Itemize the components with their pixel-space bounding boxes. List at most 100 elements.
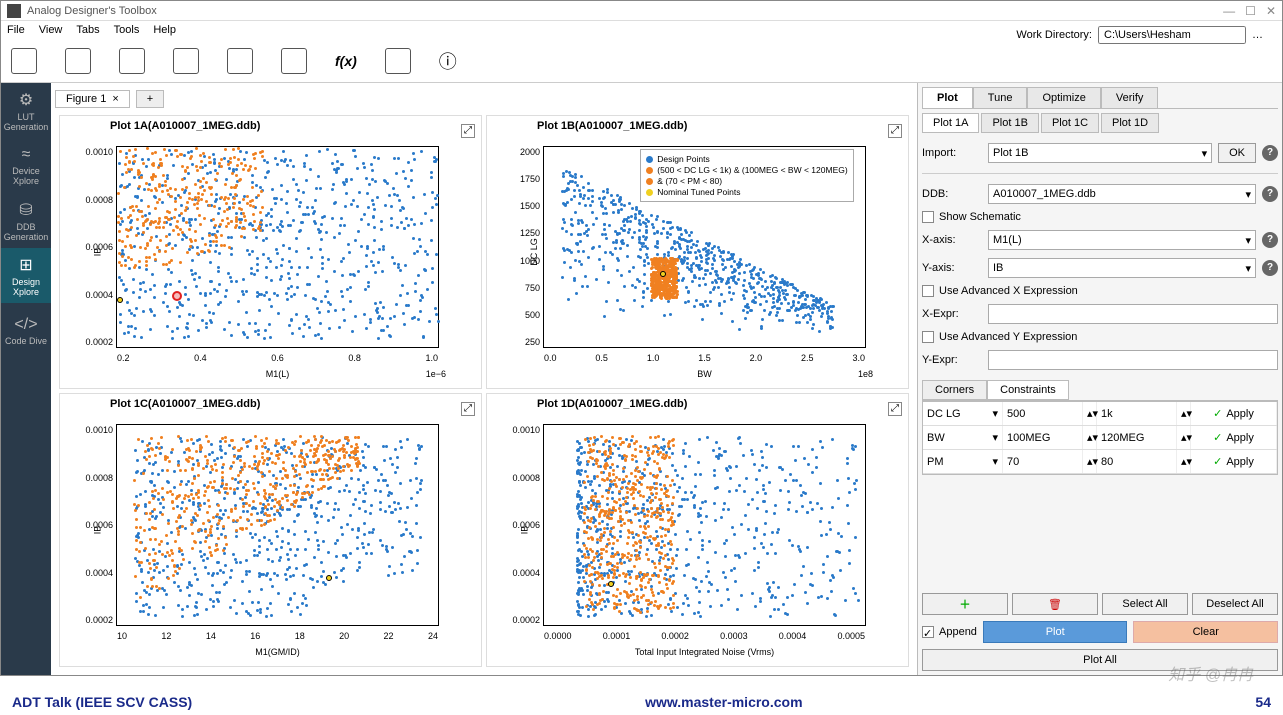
maximize-icon[interactable]: ☐	[1245, 4, 1256, 18]
rail-design-xplore[interactable]: ⊞Design Xplore	[1, 248, 51, 303]
ddb-label: DDB:	[922, 188, 982, 200]
select-all-button[interactable]: Select All	[1102, 593, 1188, 615]
help-icon[interactable]: ⓘ	[439, 48, 457, 74]
workdir-field: Work Directory: …	[1016, 26, 1263, 44]
constraint-row: PM▾▴▾▴▾✓Apply	[923, 450, 1277, 474]
yexpr-input[interactable]	[988, 350, 1278, 370]
constraint-hi-input[interactable]	[1101, 456, 1172, 468]
yaxis-label: Y-axis:	[922, 262, 982, 274]
menu-help[interactable]: Help	[153, 24, 176, 36]
deselect-all-button[interactable]: Deselect All	[1192, 593, 1278, 615]
yaxis-select[interactable]: IB▾	[988, 258, 1256, 278]
import-label: Import:	[922, 147, 982, 159]
chevron-down-icon: ▾	[1245, 188, 1251, 201]
tab-plot[interactable]: Plot	[922, 87, 973, 108]
tool-icon-6[interactable]	[281, 48, 307, 74]
plot-1c: Plot 1C(A010007_1MEG.ddb) ⤢ IB M1(GM/ID)…	[59, 393, 482, 667]
titlebar: Analog Designer's Toolbox — ☐ ✕	[1, 1, 1282, 21]
constraint-lo-input[interactable]	[1007, 456, 1078, 468]
help-icon[interactable]: ?	[1262, 232, 1278, 248]
tool-icon-5[interactable]	[227, 48, 253, 74]
xexpr-input[interactable]	[988, 304, 1278, 324]
adv-y-checkbox[interactable]	[922, 331, 934, 343]
delete-constraint-button[interactable]: 🗑	[1012, 593, 1098, 615]
append-checkbox[interactable]: ✓	[922, 626, 934, 638]
fx-icon[interactable]: f(x)	[335, 53, 357, 69]
constraint-lo-input[interactable]	[1007, 408, 1078, 420]
constraint-hi-input[interactable]	[1101, 432, 1172, 444]
database-icon: ⛁	[19, 200, 32, 220]
minimize-icon[interactable]: —	[1223, 4, 1235, 18]
workdir-browse-icon[interactable]: …	[1252, 29, 1263, 41]
plot-1b-title: Plot 1B(A010007_1MEG.ddb)	[487, 116, 908, 132]
import-select[interactable]: Plot 1B▾	[988, 143, 1212, 163]
app-icon	[7, 4, 21, 18]
adv-x-checkbox[interactable]	[922, 285, 934, 297]
subtab-1d[interactable]: Plot 1D	[1101, 113, 1159, 133]
add-tab-button[interactable]: +	[136, 90, 164, 108]
tab-optimize[interactable]: Optimize	[1027, 87, 1100, 108]
rail-ddb-generation[interactable]: ⛁DDB Generation	[1, 193, 51, 248]
constraint-lo-input[interactable]	[1007, 432, 1078, 444]
toolbar: f(x) ⓘ	[1, 39, 1282, 83]
plot-1a-title: Plot 1A(A010007_1MEG.ddb)	[60, 116, 481, 132]
tool-icon-4[interactable]	[173, 48, 199, 74]
subtab-1b[interactable]: Plot 1B	[981, 113, 1038, 133]
constraint-row: BW▾▴▾▴▾✓Apply	[923, 426, 1277, 450]
menubar: File View Tabs Tools Help Work Directory…	[1, 21, 1282, 39]
menu-tabs[interactable]: Tabs	[76, 24, 99, 36]
close-icon[interactable]: ✕	[1266, 4, 1276, 18]
rail-device-xplore[interactable]: ≈Device Xplore	[1, 138, 51, 193]
help-icon[interactable]: ?	[1262, 145, 1278, 161]
constraint-row: DC LG▾▴▾▴▾✓Apply	[923, 402, 1277, 426]
show-schematic-checkbox[interactable]	[922, 211, 934, 223]
expand-icon[interactable]: ⤢	[888, 402, 902, 416]
chevron-down-icon: ▾	[1245, 234, 1251, 247]
tab-corners[interactable]: Corners	[922, 380, 987, 400]
tool-icon-7[interactable]	[385, 48, 411, 74]
footer-left: ADT Talk (IEEE SCV CASS)	[12, 694, 192, 710]
figure-tab-1[interactable]: Figure 1 ×	[55, 90, 130, 108]
expand-icon[interactable]: ⤢	[461, 124, 475, 138]
menu-view[interactable]: View	[39, 24, 63, 36]
tab-tune[interactable]: Tune	[973, 87, 1028, 108]
app-window: Analog Designer's Toolbox — ☐ ✕ File Vie…	[0, 0, 1283, 676]
left-rail: ⚙LUT Generation ≈Device Xplore ⛁DDB Gene…	[1, 83, 51, 675]
clear-button[interactable]: Clear	[1133, 621, 1278, 643]
subtab-1c[interactable]: Plot 1C	[1041, 113, 1099, 133]
xaxis-select[interactable]: M1(L)▾	[988, 230, 1256, 250]
watermark: 知乎 @冉冉	[1168, 661, 1253, 685]
ddb-select[interactable]: A010007_1MEG.ddb▾	[988, 184, 1256, 204]
center-area: Design Space and Constraints Figure 1 × …	[51, 83, 917, 675]
plot-1a: Plot 1A(A010007_1MEG.ddb) ⤢ IB M1(L) 1e−…	[59, 115, 482, 389]
tool-icon-3[interactable]	[119, 48, 145, 74]
plot-1c-title: Plot 1C(A010007_1MEG.ddb)	[60, 394, 481, 410]
add-constraint-button[interactable]: ＋	[922, 593, 1008, 615]
plot-1d: Plot 1D(A010007_1MEG.ddb) ⤢ IB Total Inp…	[486, 393, 909, 667]
right-panel: Plot Tune Optimize Verify Plot 1A Plot 1…	[917, 83, 1282, 675]
menu-file[interactable]: File	[7, 24, 25, 36]
workdir-input[interactable]	[1098, 26, 1246, 44]
window-title: Analog Designer's Toolbox	[27, 5, 157, 17]
menu-tools[interactable]: Tools	[114, 24, 140, 36]
constraint-hi-input[interactable]	[1101, 408, 1172, 420]
rail-code-dive[interactable]: </>Code Dive	[1, 303, 51, 358]
xaxis-label: X-axis:	[922, 234, 982, 246]
tab-constraints[interactable]: Constraints	[987, 380, 1069, 400]
tool-icon-2[interactable]	[65, 48, 91, 74]
tool-icon-1[interactable]	[11, 48, 37, 74]
expand-icon[interactable]: ⤢	[888, 124, 902, 138]
plot-button[interactable]: Plot	[983, 621, 1128, 643]
tab-verify[interactable]: Verify	[1101, 87, 1159, 108]
subtab-1a[interactable]: Plot 1A	[922, 113, 979, 133]
rail-lut-generation[interactable]: ⚙LUT Generation	[1, 83, 51, 138]
help-icon[interactable]: ?	[1262, 186, 1278, 202]
tab-close-icon[interactable]: ×	[112, 93, 118, 105]
footer-center: www.master-micro.com	[645, 694, 802, 710]
footer-right: 54	[1255, 694, 1271, 710]
help-icon[interactable]: ?	[1262, 260, 1278, 276]
plot-1d-title: Plot 1D(A010007_1MEG.ddb)	[487, 394, 908, 410]
ok-button[interactable]: OK	[1218, 143, 1256, 163]
expand-icon[interactable]: ⤢	[461, 402, 475, 416]
footer: ADT Talk (IEEE SCV CASS) www.master-micr…	[0, 689, 1283, 715]
